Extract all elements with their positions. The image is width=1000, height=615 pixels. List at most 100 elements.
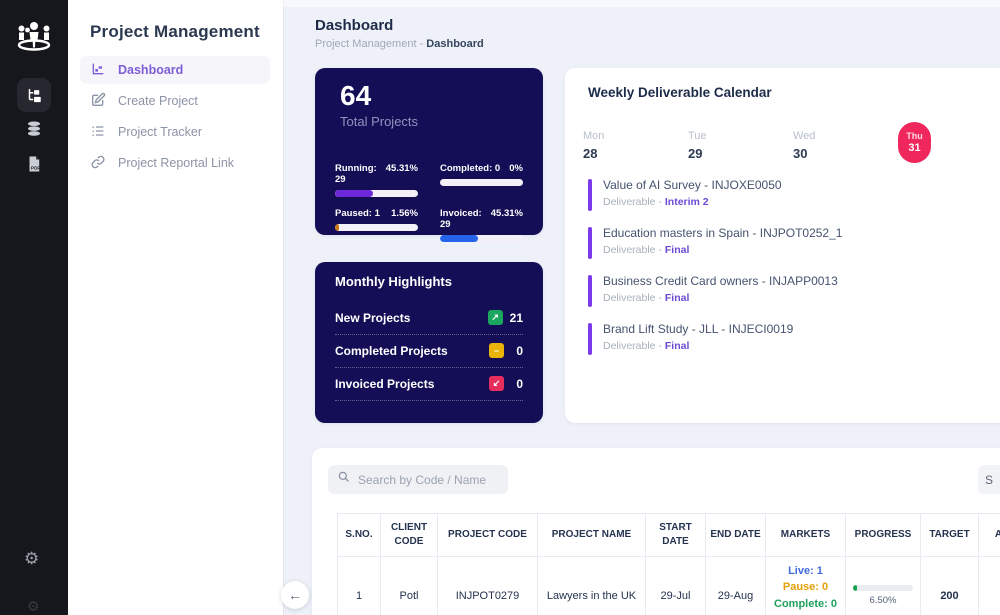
highlight-row-new-projects: New Projects ↗ 21: [335, 302, 523, 335]
col-start-date[interactable]: START DATE: [645, 513, 706, 557]
col-markets[interactable]: MARKETS: [765, 513, 846, 557]
day-name: Thu: [906, 131, 923, 141]
dashboard-chart-icon: [90, 61, 106, 80]
cutoff-button[interactable]: S: [978, 465, 1000, 494]
cell-start-date: 29-Jul: [645, 556, 706, 615]
stat-running: Running: 29 45.31%: [335, 163, 418, 197]
rail-dashboard-icon[interactable]: [17, 78, 51, 112]
col-project-name[interactable]: PROJECT NAME: [537, 513, 646, 557]
row-progress-label: 6.50%: [869, 595, 897, 606]
col-end-date[interactable]: END DATE: [705, 513, 766, 557]
sidebar-menu: Dashboard Create Project Project Tracker…: [80, 56, 270, 180]
deliverable-stage: Interim 2: [664, 196, 709, 208]
calendar-day-thu-selected[interactable]: Thu 31: [898, 122, 1000, 163]
highlight-label: New Projects: [335, 310, 411, 325]
deliverable-title: Value of AI Survey - INJOXE0050: [603, 178, 782, 192]
calendar-day-wed[interactable]: Wed 30: [793, 130, 898, 163]
company-logo-icon[interactable]: [14, 16, 54, 56]
progress-track: [335, 224, 418, 231]
day-number: 28: [583, 146, 598, 161]
highlight-label: Completed Projects: [335, 343, 448, 358]
day-name: Wed: [793, 130, 816, 142]
deliverable-title: Business Credit Card owners - INJAPP0013: [603, 274, 838, 288]
breadcrumb-parent[interactable]: Project Management: [315, 38, 417, 50]
list-tracker-icon: [90, 123, 106, 142]
deliverables-list: Value of AI Survey - INJOXE0050 Delivera…: [588, 178, 998, 370]
col-target[interactable]: TARGET: [920, 513, 979, 557]
rail-database-icon[interactable]: [17, 112, 51, 146]
deliverable-stage: Final: [664, 292, 690, 304]
projects-table-card: S S.NO. CLIENT CODE PROJECT CODE PROJECT…: [312, 448, 1000, 615]
search-input[interactable]: [358, 472, 498, 487]
breadcrumb-separator: -: [419, 38, 424, 50]
search-box[interactable]: [328, 465, 508, 494]
col-project-code[interactable]: PROJECT CODE: [437, 513, 538, 557]
progress-fill: [335, 224, 339, 231]
day-number: 31: [908, 142, 921, 154]
deliverable-accent-bar: [588, 275, 592, 307]
sidebar-item-create-project[interactable]: Create Project: [80, 87, 270, 115]
deliverable-item[interactable]: Education masters in Spain - INJPOT0252_…: [588, 226, 998, 259]
row-progress-track: [853, 585, 913, 591]
stat-invoiced: Invoiced: 29 45.31%: [440, 208, 523, 242]
monthly-highlights-card: Monthly Highlights New Projects ↗ 21 Comp…: [315, 262, 543, 423]
pencil-edit-icon: [90, 92, 106, 111]
progress-track: [440, 179, 523, 186]
top-strip: [283, 0, 1000, 7]
cell-project-code: INJPOT0279: [437, 556, 538, 615]
progress-track: [440, 235, 523, 242]
deliverable-accent-bar: [588, 179, 592, 211]
link-chain-icon: [90, 154, 106, 173]
deliverable-stage: Final: [664, 340, 690, 352]
col-cutoff[interactable]: A: [978, 513, 1000, 557]
deliverable-item[interactable]: Value of AI Survey - INJOXE0050 Delivera…: [588, 178, 998, 211]
calendar-days-row: Mon 28 Tue 29 Wed 30 Thu 31: [583, 122, 1000, 163]
col-progress[interactable]: PROGRESS: [845, 513, 921, 557]
progress-fill: [335, 190, 373, 197]
deliverable-item[interactable]: Brand Lift Study - JLL - INJECI0019 Deli…: [588, 322, 998, 355]
highlight-row-completed-projects: Completed Projects −0: [335, 335, 523, 368]
collapse-sidebar-button[interactable]: ←: [281, 581, 309, 609]
stat-label: Completed: 0: [440, 163, 501, 174]
bottom-faint-icon: ⚙: [27, 598, 40, 614]
breadcrumb-current: Dashboard: [426, 38, 484, 50]
highlight-value: 21: [509, 310, 523, 325]
total-projects-card: 64 Total Projects Running: 29 45.31% Comp…: [315, 68, 543, 242]
calendar-title: Weekly Deliverable Calendar: [588, 85, 772, 100]
icon-rail: PDF ⚙ ⚙: [0, 0, 68, 615]
monthly-highlights-title: Monthly Highlights: [335, 274, 452, 289]
selected-day-pill[interactable]: Thu 31: [898, 122, 931, 163]
stat-label: Running: 29: [335, 163, 377, 185]
total-projects-label: Total Projects: [340, 114, 419, 129]
cell-sno: 1: [337, 556, 381, 615]
sidebar-item-label: Dashboard: [118, 63, 184, 77]
cell-project-name: Lawyers in the UK: [537, 556, 646, 615]
sidebar-item-label: Project Tracker: [118, 125, 203, 139]
table-row[interactable]: 1 Potl INJPOT0279 Lawyers in the UK 29-J…: [337, 556, 1000, 615]
calendar-day-tue[interactable]: Tue 29: [688, 130, 793, 163]
table-header-row: S.NO. CLIENT CODE PROJECT CODE PROJECT N…: [337, 513, 1000, 557]
deliverable-stage: Final: [664, 244, 690, 256]
total-projects-stats: Running: 29 45.31% Completed: 0 0% Paused:…: [335, 163, 523, 242]
calendar-day-mon[interactable]: Mon 28: [583, 130, 688, 163]
markets-complete: Complete: 0: [774, 597, 837, 610]
highlight-label: Invoiced Projects: [335, 376, 435, 391]
cell-cutoff: [978, 556, 1000, 615]
col-sno[interactable]: S.NO.: [337, 513, 381, 557]
day-name: Tue: [688, 130, 707, 142]
deliverable-item[interactable]: Business Credit Card owners - INJAPP0013…: [588, 274, 998, 307]
rail-pdf-report-icon[interactable]: PDF: [17, 147, 51, 181]
highlight-row-invoiced-projects: Invoiced Projects ↙ 0: [335, 368, 523, 401]
settings-gear-icon[interactable]: ⚙: [24, 549, 40, 568]
total-projects-value: 64: [340, 80, 372, 111]
sidebar-item-project-reportal-link[interactable]: Project Reportal Link: [80, 149, 270, 177]
deliverable-title: Brand Lift Study - JLL - INJECI0019: [603, 322, 794, 336]
deliverable-label: Deliverable -: [603, 244, 662, 256]
stat-label: Paused: 1: [335, 208, 380, 219]
cell-target[interactable]: 200: [920, 556, 979, 615]
sidebar-item-project-tracker[interactable]: Project Tracker: [80, 118, 270, 146]
col-client-code[interactable]: CLIENT CODE: [380, 513, 438, 557]
cell-markets: Live: 1 Pause: 0 Complete: 0 Total: 1: [765, 556, 846, 615]
sidebar-item-dashboard[interactable]: Dashboard: [80, 56, 270, 84]
day-number: 29: [688, 146, 703, 161]
